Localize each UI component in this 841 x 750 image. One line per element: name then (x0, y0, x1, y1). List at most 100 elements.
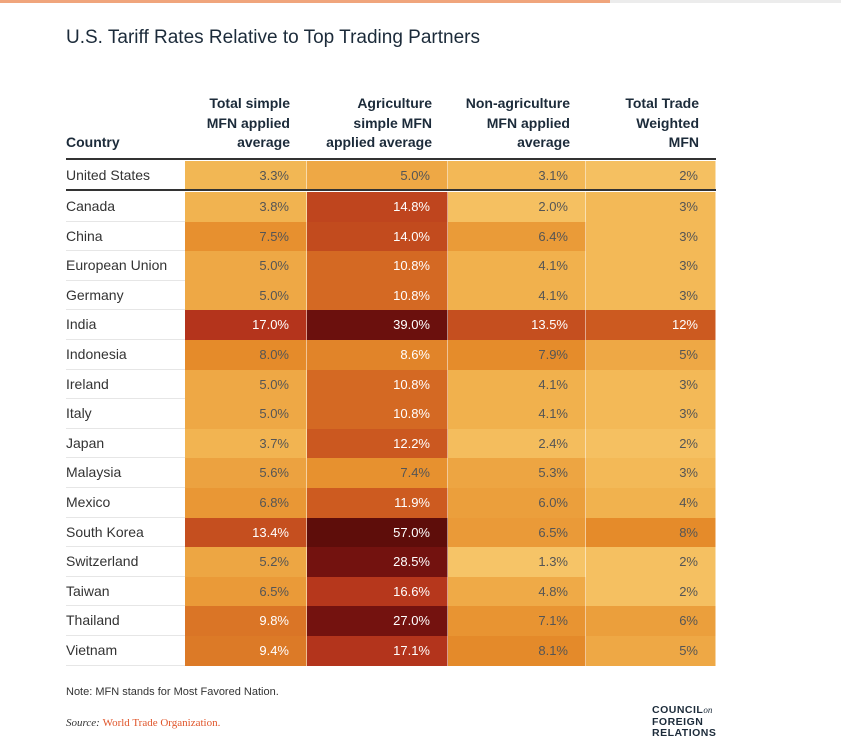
country-name: Ireland (66, 375, 109, 392)
value-cell: 16.6% (307, 576, 448, 607)
value-cell: 1.3% (448, 547, 586, 577)
value-cell: 39.0% (307, 310, 448, 340)
country-name: Malaysia (66, 464, 122, 481)
country-name: India (66, 316, 97, 333)
country-name: Italy (66, 405, 92, 422)
source-link[interactable]: World Trade Organization. (102, 717, 221, 729)
row-separator (66, 309, 185, 311)
header-country: Country (66, 133, 120, 153)
row-separator (66, 575, 185, 577)
cfr-logo: COUNCILon FOREIGN RELATIONS (652, 704, 716, 740)
value-cell: 2.0% (448, 192, 586, 222)
header-line: applied average (326, 134, 432, 150)
header-line: average (517, 134, 570, 150)
row-separator (66, 250, 185, 252)
value-cell: 12% (586, 310, 716, 340)
country-name: Vietnam (66, 642, 118, 658)
row-separator (66, 546, 185, 548)
table-row: European Union 5.0% 10.8% 4.1% 3% (66, 251, 716, 281)
value-cell: 7.1% (448, 606, 586, 636)
table-row: Japan 3.7% 12.2% 2.4% 2% (66, 428, 716, 459)
country-name: United States (66, 167, 151, 183)
header-rule (66, 158, 716, 160)
value-cell: 3% (586, 369, 716, 400)
table-row: United States 3.3% 5.0% 3.1% 2% (66, 161, 716, 191)
country-name: Japan (66, 434, 105, 451)
value-cell: 4.1% (448, 369, 586, 400)
value-cell: 12.2% (307, 428, 448, 459)
header-line: Agriculture (357, 95, 432, 111)
header-country-line: Country (66, 134, 120, 150)
value-cell: 4.8% (448, 576, 586, 607)
value-cell: 2% (586, 161, 716, 191)
row-separator (66, 398, 185, 400)
header-line: simple MFN (353, 114, 432, 131)
value-cell: 5% (586, 636, 716, 666)
row-separator (66, 338, 185, 340)
value-cell: 6.4% (448, 221, 586, 252)
header-line: MFN applied (206, 114, 290, 131)
source-line: Source: World Trade Organization. (66, 717, 220, 729)
value-cell: 6.0% (448, 488, 586, 518)
logo-line-1: COUNCILon (652, 704, 716, 717)
table-row: Malaysia 5.6% 7.4% 5.3% 3% (66, 458, 716, 488)
country-name: Canada (66, 198, 116, 214)
header-total-simple: Total simple MFN applied average (207, 94, 290, 153)
value-cell: 17.0% (185, 310, 307, 340)
value-cell: 5.2% (185, 547, 307, 577)
country-name: Taiwan (66, 582, 110, 599)
value-cell: 11.9% (307, 488, 448, 518)
header-line: Non-agriculture (465, 95, 570, 111)
value-cell: 3% (586, 280, 716, 311)
value-cell: 6.5% (448, 517, 586, 548)
table-row: Indonesia 8.0% 8.6% 7.9% 5% (66, 340, 716, 370)
country-name: Mexico (66, 494, 111, 510)
value-cell: 2% (586, 576, 716, 607)
value-cell: 8.1% (448, 636, 586, 666)
table-row: Germany 5.0% 10.8% 4.1% 3% (66, 280, 716, 311)
country-name: China (66, 227, 103, 244)
header-line: MFN (668, 134, 699, 150)
value-cell: 8% (586, 517, 716, 548)
source-label: Source: (66, 717, 103, 729)
value-cell: 7.4% (307, 458, 448, 488)
value-cell: 2% (586, 428, 716, 459)
value-cell: 17.1% (307, 636, 448, 666)
value-cell: 8.6% (307, 340, 448, 370)
value-cell: 27.0% (307, 606, 448, 636)
united-states-divider (66, 189, 716, 191)
table-row: Canada 3.8% 14.8% 2.0% 3% (66, 192, 716, 222)
value-cell: 7.9% (448, 340, 586, 370)
table-row: Thailand 9.8% 27.0% 7.1% 6% (66, 606, 716, 636)
header-line: Total simple (209, 95, 290, 111)
table-row: Vietnam 9.4% 17.1% 8.1% 5% (66, 636, 716, 666)
value-cell: 13.4% (185, 517, 307, 548)
row-separator (66, 457, 185, 459)
value-cell: 4% (586, 488, 716, 518)
row-separator (66, 664, 185, 666)
value-cell: 57.0% (307, 517, 448, 548)
table-row: China 7.5% 14.0% 6.4% 3% (66, 221, 716, 252)
value-cell: 28.5% (307, 547, 448, 577)
value-cell: 6.5% (185, 576, 307, 607)
logo-on: on (703, 705, 713, 715)
value-cell: 5.0% (185, 251, 307, 281)
value-cell: 5.0% (185, 369, 307, 400)
table-row: India 17.0% 39.0% 13.5% 12% (66, 310, 716, 340)
row-separator (66, 368, 185, 370)
row-separator (66, 634, 185, 636)
value-cell: 9.4% (185, 636, 307, 666)
value-cell: 5.6% (185, 458, 307, 488)
value-cell: 5.3% (448, 458, 586, 488)
value-cell: 2% (586, 547, 716, 577)
value-cell: 5.0% (185, 399, 307, 429)
value-cell: 3% (586, 251, 716, 281)
table-row: Italy 5.0% 10.8% 4.1% 3% (66, 399, 716, 429)
row-separator (66, 486, 185, 488)
value-cell: 8.0% (185, 340, 307, 370)
table-row: South Korea 13.4% 57.0% 6.5% 8% (66, 517, 716, 548)
country-name: Indonesia (66, 346, 127, 362)
value-cell: 4.1% (448, 251, 586, 281)
value-cell: 14.0% (307, 221, 448, 252)
value-cell: 3% (586, 399, 716, 429)
